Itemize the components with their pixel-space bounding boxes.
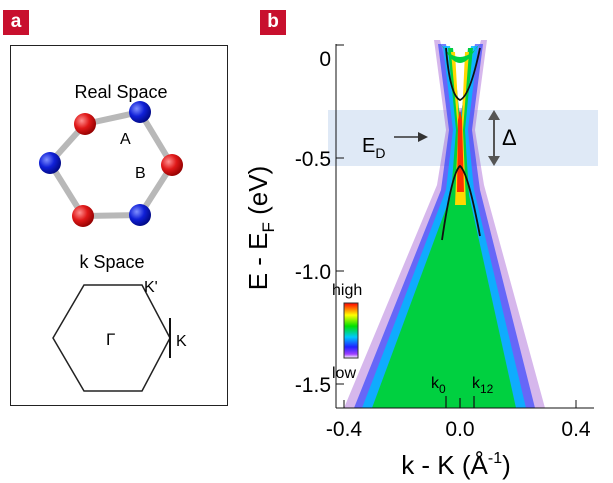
x-axis-label: k - K (Å-1) bbox=[401, 450, 511, 480]
panel-b-label: b bbox=[260, 10, 286, 35]
colorbar-low-label: low bbox=[332, 365, 356, 382]
k-point-label: K bbox=[176, 333, 187, 350]
gap-arrow bbox=[488, 110, 500, 166]
k-markers bbox=[445, 396, 475, 408]
y-tick-label: -1.5 bbox=[295, 374, 331, 397]
x-tick-label: -0.4 bbox=[326, 418, 363, 441]
panel-a-frame bbox=[10, 45, 228, 406]
atom-a-red bbox=[161, 154, 183, 176]
real-space-title: Real Space bbox=[74, 82, 167, 102]
lattice-bonds bbox=[47, 109, 175, 219]
atom-b-blue bbox=[129, 101, 151, 123]
gap-delta-label: Δ bbox=[502, 125, 517, 150]
site-a-label: A bbox=[120, 131, 131, 148]
y-ticks bbox=[336, 44, 344, 385]
site-b-label: B bbox=[135, 165, 146, 182]
x-tick-label: 0.4 bbox=[561, 418, 591, 441]
y-tick-label: 0 bbox=[319, 48, 331, 71]
atom-b-blue bbox=[129, 204, 151, 226]
gamma-point-label: Γ bbox=[106, 330, 115, 349]
atom-a-red bbox=[74, 113, 96, 135]
colorbar bbox=[343, 302, 359, 359]
dirac-energy-label: ED bbox=[362, 135, 385, 161]
panel-a-label: a bbox=[3, 10, 29, 35]
y-axis-label: E - EF (eV) bbox=[243, 166, 278, 291]
honeycomb-lattice bbox=[39, 101, 183, 227]
k12-label: k12 bbox=[472, 375, 494, 396]
k-space-title: k Space bbox=[79, 252, 144, 272]
y-tick-label: -0.5 bbox=[295, 148, 331, 171]
k-prime-label: K' bbox=[144, 279, 158, 296]
band-fit-curves bbox=[441, 47, 481, 241]
brillouin-zone bbox=[52, 284, 171, 392]
atom-a-red bbox=[72, 205, 94, 227]
dirac-energy-arrow bbox=[394, 132, 428, 142]
atom-b-blue bbox=[39, 152, 61, 174]
k0-label: k0 bbox=[431, 375, 446, 396]
y-tick-label: -1.0 bbox=[295, 261, 331, 284]
x-tick-label: 0.0 bbox=[445, 418, 474, 441]
colorbar-high-label: high bbox=[332, 282, 362, 299]
